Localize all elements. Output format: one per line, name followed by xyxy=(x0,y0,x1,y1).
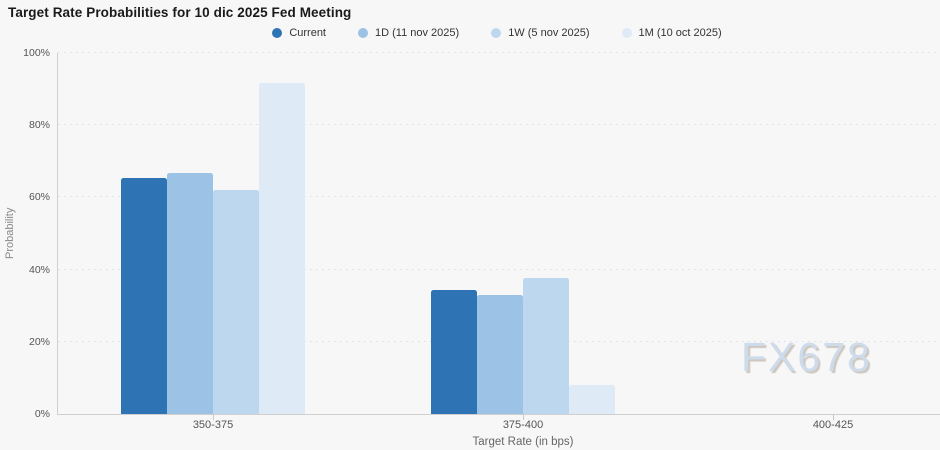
legend-item-0[interactable]: Current xyxy=(272,27,326,39)
y-tick-label: 100% xyxy=(23,47,50,59)
x-tick-label: 400-425 xyxy=(812,419,854,431)
gridline xyxy=(58,124,940,126)
legend-dot-icon xyxy=(621,28,632,38)
legend-label: 1M (10 oct 2025) xyxy=(638,27,722,39)
category-group-350-375 xyxy=(58,53,368,414)
x-axis-title: Target Rate (in bps) xyxy=(472,436,574,448)
bar-1m-375-400[interactable] xyxy=(569,385,615,414)
gridline xyxy=(58,196,940,198)
x-tick-label: 375-400 xyxy=(502,419,544,431)
legend-label: 1D (11 nov 2025) xyxy=(375,27,460,39)
x-tick-mark xyxy=(523,414,524,420)
y-tick-label: 60% xyxy=(28,191,50,204)
bar-current-375-400[interactable] xyxy=(431,289,477,414)
legend: Current 1D (11 nov 2025) 1W (5 nov 2025) 1M… xyxy=(57,27,937,39)
x-tick-mark xyxy=(213,414,214,420)
legend-item-2[interactable]: 1W (5 nov 2025) xyxy=(491,27,590,39)
legend-item-3[interactable]: 1M (10 oct 2025) xyxy=(621,27,722,39)
bar-1m-350-375[interactable] xyxy=(259,82,305,414)
legend-item-1[interactable]: 1D (11 nov 2025) xyxy=(358,27,459,39)
bar-1w-375-400[interactable] xyxy=(523,277,569,414)
x-tick-label: 350-375 xyxy=(192,419,234,431)
legend-dot-icon xyxy=(358,28,368,38)
legend-dot-icon xyxy=(491,28,502,38)
bar-1w-350-375[interactable] xyxy=(213,190,259,414)
y-axis-ticks: 0% 20% 40% 60% 80% 100% xyxy=(0,47,50,420)
bar-1d-350-375[interactable] xyxy=(167,172,213,414)
y-tick-label: 0% xyxy=(34,408,50,420)
y-tick-label: 80% xyxy=(28,119,50,132)
x-tick-mark xyxy=(833,414,834,420)
plot-area: Target Rate (in bps) 350-375 375-400 400-4… xyxy=(57,52,940,448)
legend-label: Current xyxy=(289,27,326,39)
legend-dot-icon xyxy=(272,28,283,38)
legend-label: 1W (5 nov 2025) xyxy=(508,27,590,39)
bar-1d-375-400[interactable] xyxy=(477,294,523,414)
y-tick-label: 20% xyxy=(28,335,50,348)
chart-title: Target Rate Probabilities for 10 dic 202… xyxy=(8,5,352,20)
category-group-375-400 xyxy=(368,53,678,414)
bar-current-350-375[interactable] xyxy=(121,177,167,414)
category-group-400-425 xyxy=(678,53,940,414)
gridline xyxy=(58,268,940,270)
y-tick-label: 40% xyxy=(28,263,50,276)
gridline xyxy=(58,52,940,53)
